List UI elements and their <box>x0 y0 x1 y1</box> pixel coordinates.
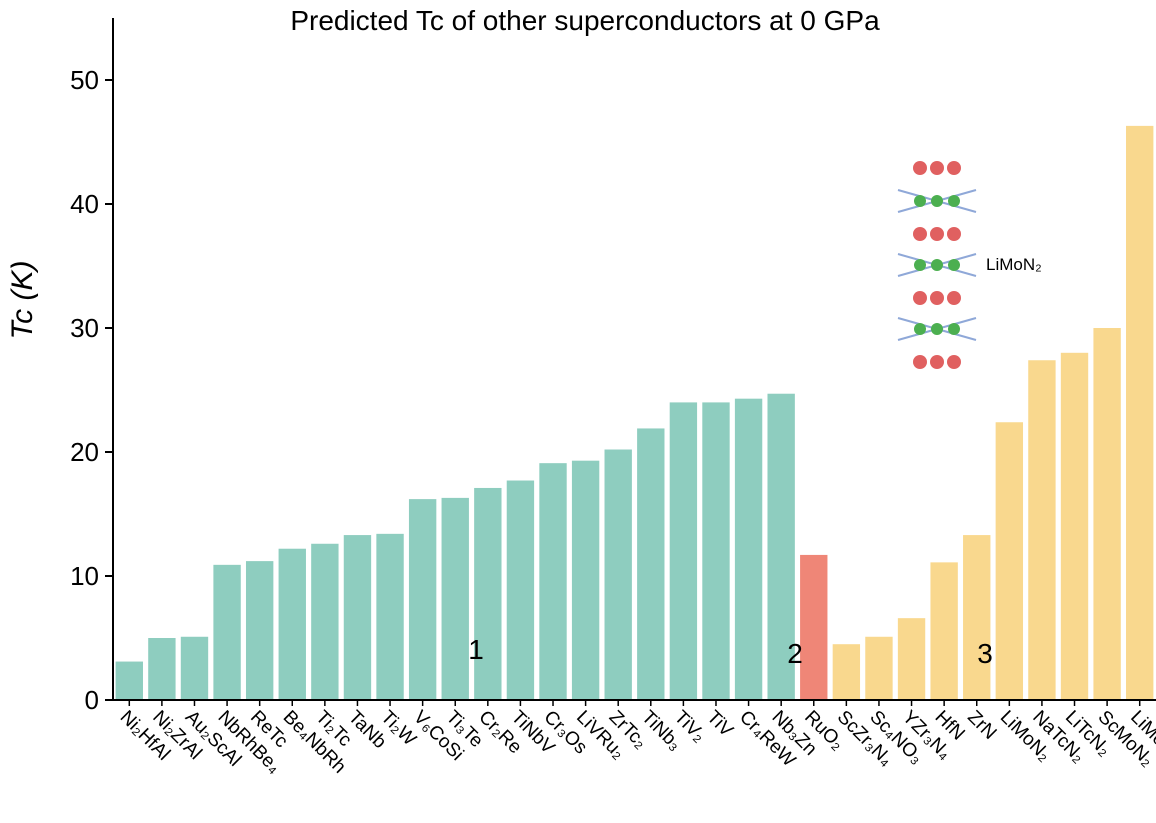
bar <box>409 499 436 700</box>
bar <box>507 481 534 700</box>
y-tick-label: 20 <box>70 437 99 467</box>
bar <box>865 637 892 700</box>
bar <box>800 555 827 700</box>
bar <box>963 535 990 700</box>
bar <box>539 463 566 700</box>
bar <box>996 422 1023 700</box>
bar <box>833 644 860 700</box>
bar <box>605 450 632 700</box>
bar <box>213 565 240 700</box>
bar <box>148 638 175 700</box>
y-tick-label: 0 <box>85 685 99 715</box>
bar <box>735 399 762 700</box>
inset-label: LiMoN₂ <box>986 255 1042 274</box>
bar <box>474 488 501 700</box>
bar <box>572 461 599 700</box>
y-tick-label: 50 <box>70 65 99 95</box>
bar <box>1028 360 1055 700</box>
group-label: 3 <box>977 638 993 669</box>
group-label: 2 <box>787 638 803 669</box>
bar <box>116 662 143 700</box>
bar <box>311 544 338 700</box>
page: {"chart_data": { "type": "bar", "title":… <box>0 0 1156 823</box>
group-label: 1 <box>468 634 484 665</box>
y-axis-title: Tc (K) <box>6 261 39 340</box>
y-tick-label: 10 <box>70 561 99 591</box>
y-tick-label: 40 <box>70 189 99 219</box>
bar <box>637 428 664 700</box>
x-tick-label: ZrN <box>963 707 1000 744</box>
bar <box>181 637 208 700</box>
bar <box>670 402 697 700</box>
bar <box>930 562 957 700</box>
bar <box>344 535 371 700</box>
bar <box>1093 328 1120 700</box>
chart: Predicted Tc of other superconductors at… <box>0 0 1156 823</box>
bar <box>376 534 403 700</box>
bar <box>1061 353 1088 700</box>
bar <box>246 561 273 700</box>
bar <box>898 618 925 700</box>
bar <box>702 402 729 700</box>
bar <box>442 498 469 700</box>
x-tick-label: TiV <box>702 707 737 742</box>
bar <box>279 549 306 700</box>
y-tick-label: 30 <box>70 313 99 343</box>
bar <box>1126 126 1153 700</box>
chart-title: Predicted Tc of other superconductors at… <box>290 5 880 36</box>
inset-structure: LiMoN₂ <box>893 150 1042 378</box>
